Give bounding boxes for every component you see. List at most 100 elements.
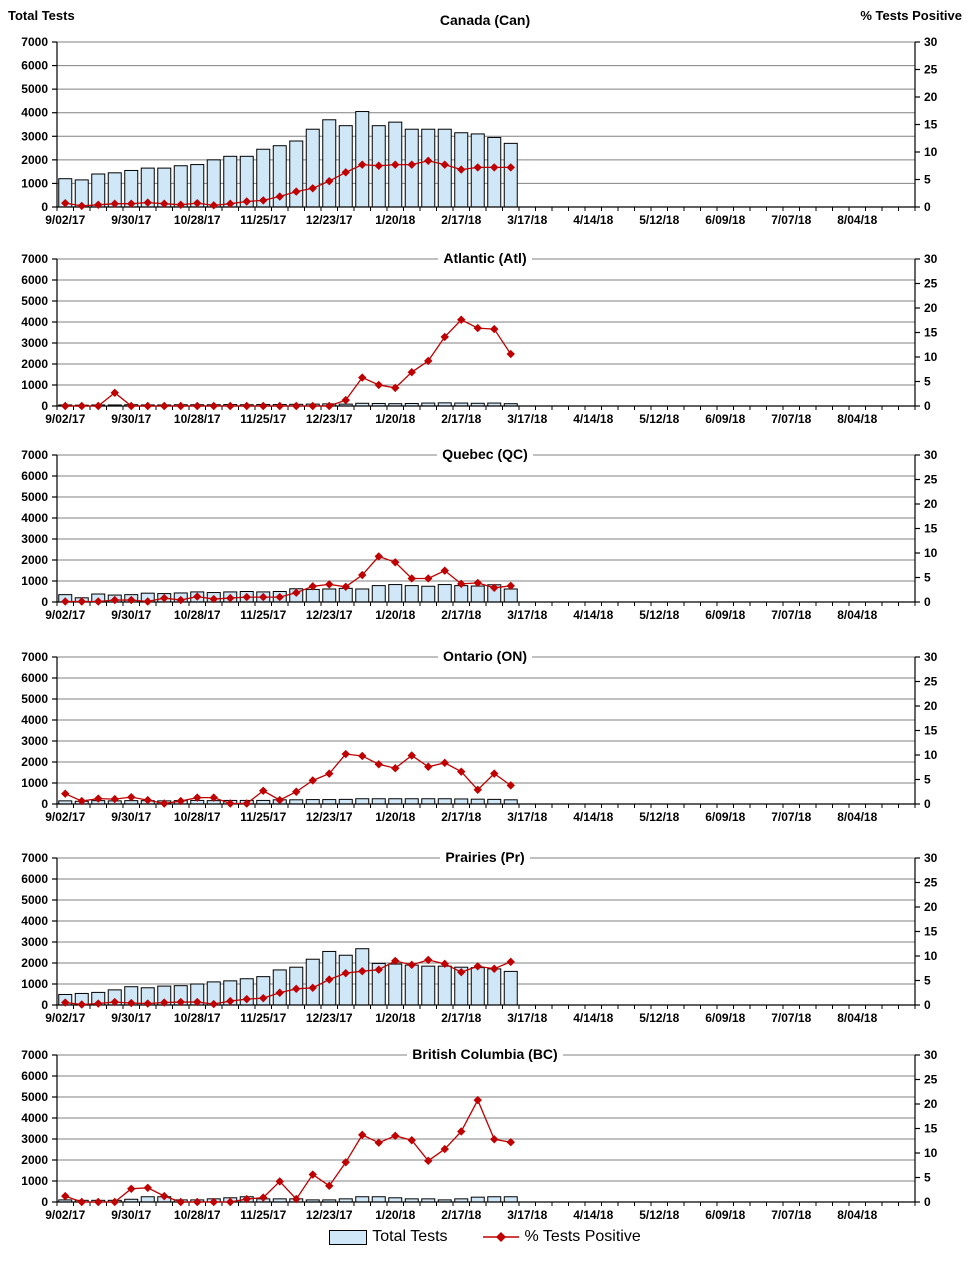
left-tick-label: 7000: [21, 650, 48, 664]
x-tick-label: 2/17/18: [441, 213, 481, 227]
x-tick-label: 11/25/17: [240, 1208, 286, 1222]
x-tick-label: 5/12/18: [639, 608, 679, 622]
bar: [322, 588, 337, 603]
gridlines: [57, 857, 915, 985]
diamond-marker: [374, 760, 383, 769]
diamond-marker: [193, 401, 202, 411]
diamond-marker: [143, 401, 152, 411]
diamond-marker: [226, 996, 235, 1006]
x-tick-label: 4/14/18: [573, 1208, 613, 1222]
diamond-marker: [292, 187, 301, 196]
diamond-marker: [308, 776, 317, 785]
bar: [355, 1196, 370, 1203]
diamond-marker: [292, 787, 301, 796]
chart-title-atlantic: Atlantic (Atl): [0, 250, 970, 267]
left-tick-label: 3000: [21, 532, 48, 546]
x-tick-label: 9/02/17: [45, 213, 85, 227]
right-tick-label: 20: [924, 301, 938, 315]
left-tick-label: 5000: [21, 692, 48, 706]
right-tick-label: 20: [924, 900, 938, 914]
left-tick-label: 7000: [21, 448, 48, 462]
chart-atlantic: 0 1000 2000 3000 4000 5000 6000 7000 0 5 10 15 20 25 3…: [21, 252, 937, 426]
x-tick-label: 12/23/17: [306, 1208, 353, 1222]
bar: [223, 155, 238, 208]
diamond-marker: [308, 184, 317, 193]
right-tick-label: 10: [924, 145, 938, 159]
chart-prairies: 0 1000 2000 3000 4000 5000 6000 7000 0 5 10 15 20 25 3…: [21, 851, 937, 1025]
diamond-marker: [391, 956, 400, 966]
x-tick-label: 6/09/18: [705, 213, 745, 227]
diamond-marker: [242, 1194, 251, 1204]
diamond-marker: [160, 799, 169, 808]
diamond-marker: [407, 367, 416, 377]
diamond-marker: [259, 993, 268, 1003]
left-tick-label: 2000: [21, 153, 48, 167]
chart-ontario: 0 1000 2000 3000 4000 5000 6000 7000 0 5 10 15 20 25 3…: [21, 650, 937, 824]
x-tick-label: 11/25/17: [240, 608, 286, 622]
total-tests-bars: [58, 111, 518, 208]
x-tick-label: 9/02/17: [45, 608, 85, 622]
x-tick-label: 10/28/17: [174, 608, 221, 622]
pct-positive-markers: [61, 1095, 515, 1207]
diamond-marker: [275, 795, 284, 805]
right-tick-label: 5: [924, 173, 931, 187]
x-tick-label: 8/04/18: [837, 412, 877, 426]
diamond-marker: [275, 592, 284, 602]
x-tick-label: 7/07/18: [771, 810, 811, 824]
bar: [388, 963, 403, 1006]
x-tick-label: 12/23/17: [306, 213, 353, 227]
x-tick-label: 5/12/18: [639, 213, 679, 227]
diamond-marker: [457, 165, 466, 174]
right-tick-label: 15: [924, 724, 938, 738]
diamond-marker: [94, 1197, 103, 1207]
diamond-marker: [77, 1000, 86, 1009]
x-tick-label: 4/14/18: [573, 213, 613, 227]
diamond-marker: [176, 401, 185, 411]
diamond-marker: [226, 401, 235, 411]
diamond-marker: [226, 593, 235, 603]
x-tick-label: 6/09/18: [705, 608, 745, 622]
diamond-marker: [490, 583, 499, 592]
left-tick-label: 3000: [21, 336, 48, 350]
diamond-marker: [226, 1197, 235, 1207]
diamond-marker: [209, 401, 218, 411]
x-tick-label: 6/09/18: [705, 1208, 745, 1222]
x-tick-label: 3/17/18: [507, 608, 547, 622]
diamond-marker: [506, 163, 515, 172]
bar: [388, 584, 403, 603]
x-tick-label: 1/20/18: [375, 1208, 415, 1222]
diamond-marker: [457, 579, 466, 589]
left-tick-label: 4000: [21, 713, 48, 727]
diamond-marker: [275, 401, 284, 411]
bar: [470, 967, 485, 1006]
x-tick-label: 5/12/18: [639, 412, 679, 426]
right-tick-label: 5: [924, 571, 931, 585]
diamond-marker: [193, 1197, 202, 1207]
x-tick-label: 4/14/18: [573, 412, 613, 426]
diamond-marker: [391, 160, 400, 169]
diamond-marker: [341, 749, 350, 759]
total-tests-bars: [58, 798, 518, 805]
diamond-marker: [391, 558, 400, 567]
diamond-marker: [391, 1131, 400, 1141]
right-tick-label: 15: [924, 118, 938, 132]
x-tick-label: 8/04/18: [837, 1011, 877, 1025]
right-tick-label: 5: [924, 375, 931, 389]
diamond-marker: [457, 315, 466, 324]
diamond-marker: [374, 965, 383, 974]
axes: 0 1000 2000 3000 4000 5000 6000 7000 0 5 10 15 20 25 3…: [21, 851, 937, 1025]
right-tick-label: 0: [924, 200, 931, 214]
x-tick-label: 12/23/17: [306, 810, 353, 824]
pct-positive-line: [65, 555, 511, 603]
x-tick-label: 3/17/18: [507, 1208, 547, 1222]
bar: [421, 585, 436, 603]
x-tick-label: 2/17/18: [441, 608, 481, 622]
bar: [404, 585, 419, 603]
axes: 0 1000 2000 3000 4000 5000 6000 7000 0 5 10 15 20 25 3…: [21, 35, 937, 227]
diamond-marker: [341, 395, 350, 405]
chart-title-canada: Canada (Can): [0, 12, 970, 29]
bar: [421, 798, 436, 805]
gridlines: [57, 1054, 915, 1182]
axes: 0 1000 2000 3000 4000 5000 6000 7000 0 5 10 15 20 25 3…: [21, 252, 937, 426]
diamond-marker: [94, 794, 103, 803]
